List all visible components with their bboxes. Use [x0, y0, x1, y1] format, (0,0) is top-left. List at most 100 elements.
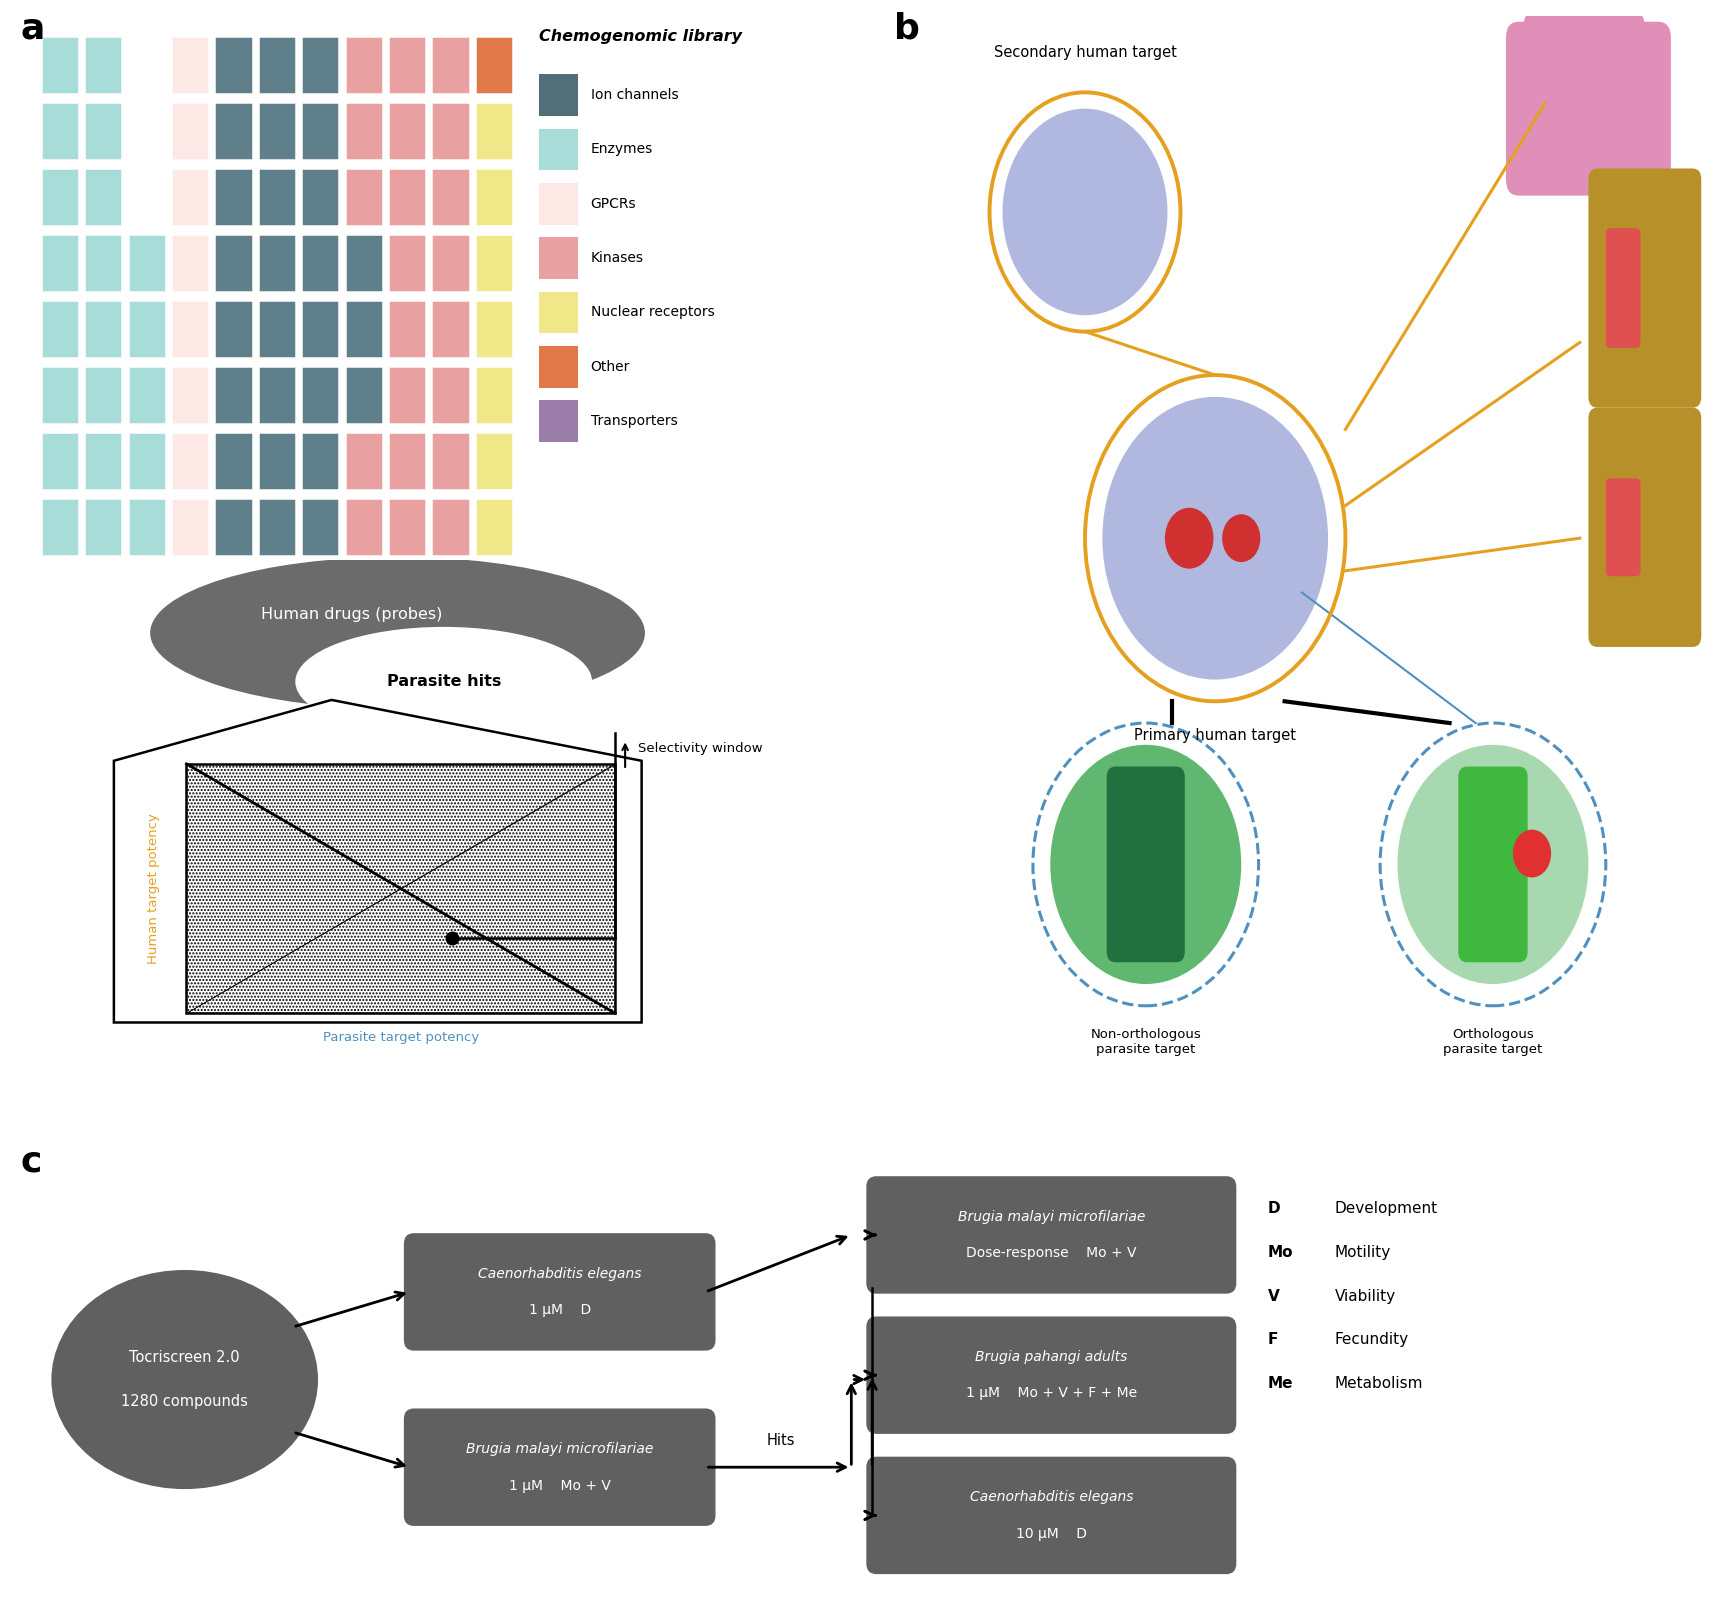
Text: a: a	[21, 11, 45, 45]
Bar	[215, 432, 253, 490]
Bar	[259, 367, 297, 424]
Bar	[172, 102, 210, 161]
Bar	[172, 498, 210, 557]
Ellipse shape	[52, 1269, 318, 1490]
Bar	[128, 300, 167, 359]
Text: Mo: Mo	[1267, 1245, 1293, 1259]
FancyBboxPatch shape	[1507, 21, 1670, 196]
Bar	[85, 432, 123, 490]
Bar	[540, 183, 578, 224]
Text: Selectivity window: Selectivity window	[639, 742, 762, 755]
Circle shape	[1397, 745, 1588, 984]
Bar	[389, 367, 427, 424]
Bar	[215, 498, 253, 557]
Bar	[215, 367, 253, 424]
Bar	[85, 234, 123, 292]
Bar	[128, 102, 167, 161]
FancyBboxPatch shape	[866, 1457, 1236, 1574]
Text: Other: Other	[590, 360, 630, 373]
Bar	[432, 234, 470, 292]
Text: Orthologous
parasite target: Orthologous parasite target	[1443, 1027, 1543, 1055]
FancyBboxPatch shape	[1588, 169, 1701, 407]
Bar	[215, 234, 253, 292]
Text: V: V	[1267, 1289, 1279, 1303]
Bar	[302, 169, 340, 226]
Bar	[302, 36, 340, 94]
Bar	[128, 169, 167, 226]
Bar	[259, 498, 297, 557]
Text: Kinases: Kinases	[590, 252, 644, 265]
Bar	[128, 102, 167, 161]
Text: b: b	[894, 11, 920, 45]
Bar	[85, 102, 123, 161]
Circle shape	[1102, 396, 1328, 680]
Text: c: c	[21, 1144, 42, 1178]
Bar	[389, 300, 427, 359]
Bar	[42, 36, 80, 94]
Bar	[128, 432, 167, 490]
Bar	[540, 401, 578, 441]
Bar	[85, 300, 123, 359]
Text: Enzymes: Enzymes	[590, 143, 653, 156]
Bar	[172, 36, 210, 94]
Bar	[432, 367, 470, 424]
Text: Ion channels: Ion channels	[590, 88, 679, 102]
Circle shape	[1003, 109, 1167, 315]
Bar	[389, 102, 427, 161]
Bar	[389, 498, 427, 557]
Circle shape	[1222, 514, 1260, 562]
Bar	[42, 169, 80, 226]
Circle shape	[1050, 745, 1241, 984]
Bar	[345, 102, 384, 161]
Text: Caenorhabditis elegans: Caenorhabditis elegans	[477, 1266, 641, 1281]
Text: Brugia pahangi adults: Brugia pahangi adults	[976, 1350, 1127, 1363]
Bar	[432, 169, 470, 226]
Bar	[128, 498, 167, 557]
Text: Me: Me	[1267, 1376, 1293, 1391]
Text: 1 μM    Mo + V + F + Me: 1 μM Mo + V + F + Me	[965, 1386, 1137, 1401]
Text: D: D	[1267, 1201, 1281, 1216]
Text: Non-orthologous
parasite target: Non-orthologous parasite target	[1090, 1027, 1201, 1055]
Bar	[302, 432, 340, 490]
Text: Transporters: Transporters	[590, 414, 677, 428]
Bar	[42, 300, 80, 359]
Bar	[259, 300, 297, 359]
Text: Parasite hits: Parasite hits	[387, 674, 502, 690]
Bar	[302, 102, 340, 161]
Bar	[85, 169, 123, 226]
Bar	[85, 36, 123, 94]
Bar	[476, 234, 514, 292]
Bar	[345, 432, 384, 490]
Text: Brugia malayi microfilariae: Brugia malayi microfilariae	[465, 1441, 653, 1456]
Bar	[476, 102, 514, 161]
Bar	[389, 432, 427, 490]
Bar	[389, 234, 427, 292]
Text: Motility: Motility	[1335, 1245, 1391, 1259]
Text: Dose-response    Mo + V: Dose-response Mo + V	[965, 1246, 1137, 1259]
Ellipse shape	[149, 557, 646, 709]
Text: Chemogenomic library: Chemogenomic library	[540, 29, 741, 44]
FancyBboxPatch shape	[866, 1316, 1236, 1433]
Bar	[432, 498, 470, 557]
Bar	[42, 102, 80, 161]
Bar	[259, 432, 297, 490]
Text: Viability: Viability	[1335, 1289, 1396, 1303]
Bar	[432, 432, 470, 490]
Bar	[172, 300, 210, 359]
Bar	[476, 36, 514, 94]
Bar	[540, 75, 578, 115]
Text: Human drugs (probes): Human drugs (probes)	[260, 607, 443, 622]
Text: Parasite target potency: Parasite target potency	[323, 1031, 479, 1044]
Bar	[259, 234, 297, 292]
Text: Metabolism: Metabolism	[1335, 1376, 1424, 1391]
FancyBboxPatch shape	[1108, 766, 1186, 962]
Text: Nuclear receptors: Nuclear receptors	[590, 305, 713, 320]
Bar	[128, 367, 167, 424]
Bar	[42, 367, 80, 424]
FancyBboxPatch shape	[1606, 479, 1641, 576]
FancyBboxPatch shape	[1458, 766, 1528, 962]
FancyBboxPatch shape	[404, 1409, 715, 1526]
Bar	[345, 169, 384, 226]
Bar	[389, 36, 427, 94]
Bar	[540, 128, 578, 170]
